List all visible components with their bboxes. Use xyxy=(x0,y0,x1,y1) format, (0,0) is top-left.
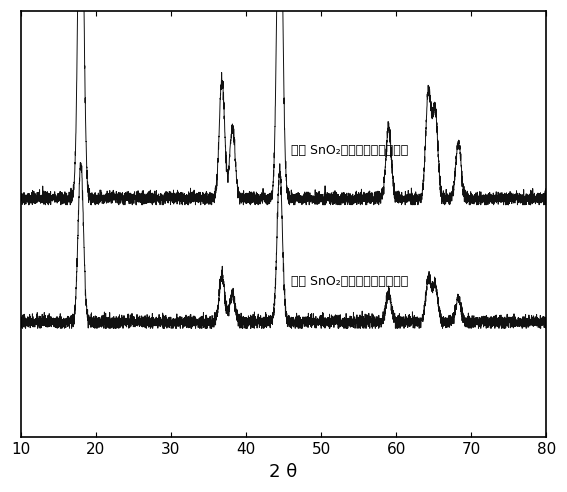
Text: 纳米 SnO₂修饰三元正极材料前: 纳米 SnO₂修饰三元正极材料前 xyxy=(291,275,408,288)
Text: 纳米 SnO₂修饰三元正极材料后: 纳米 SnO₂修饰三元正极材料后 xyxy=(291,144,408,156)
X-axis label: 2 θ: 2 θ xyxy=(269,463,298,481)
